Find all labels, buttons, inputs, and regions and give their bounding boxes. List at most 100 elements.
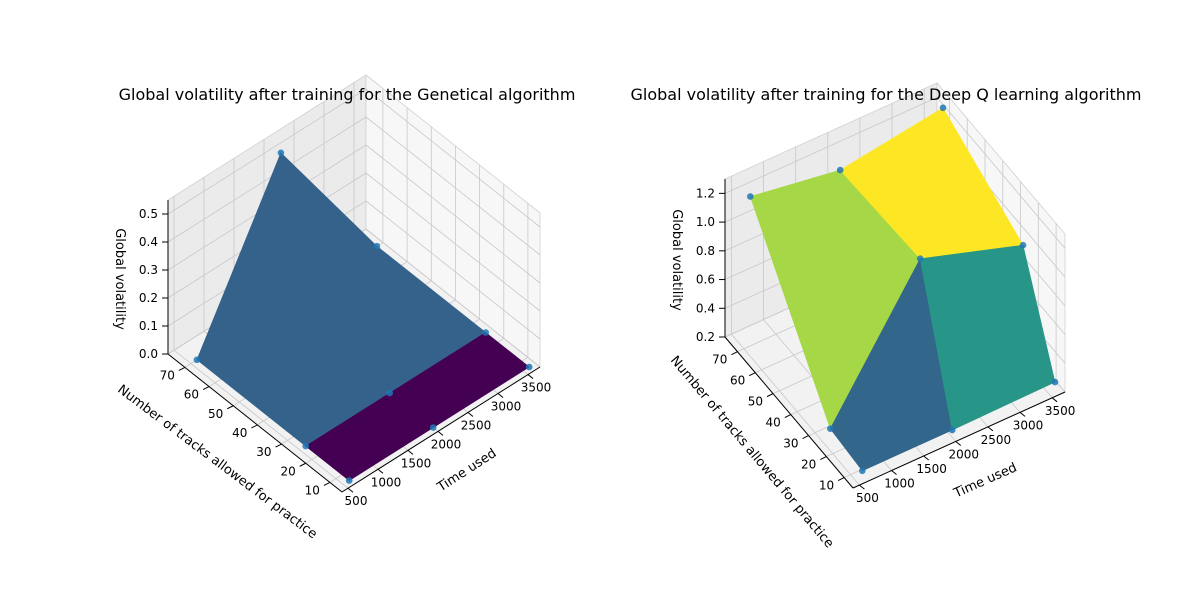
y-tick-label: 30	[783, 437, 798, 451]
x-tick-label: 2500	[981, 433, 1012, 447]
y-tick	[227, 405, 234, 410]
x-tick-label: 3500	[1045, 404, 1076, 418]
z-gridline	[167, 144, 541, 284]
z-tick-label: 0.4	[139, 235, 158, 249]
data-point	[939, 104, 947, 112]
x-tick-label: 3000	[1013, 418, 1044, 432]
data-point	[386, 389, 394, 397]
y-tick	[178, 366, 186, 371]
z-tick-label: 0.6	[696, 273, 715, 287]
chart-title: Global volatility after training for the…	[119, 85, 576, 104]
x-tick	[955, 441, 962, 446]
y-axis-line	[167, 353, 343, 493]
y-tick-label: 70	[712, 353, 727, 367]
y-tick-label: 20	[280, 464, 295, 478]
z-tick-label: 0.5	[139, 207, 158, 221]
x-tick-label: 1500	[401, 456, 432, 470]
y-tick-label: 20	[801, 458, 816, 472]
y-tick	[802, 435, 809, 440]
y-tick-label: 50	[208, 407, 223, 421]
data-point	[1019, 241, 1027, 249]
y-tick-label: 70	[160, 368, 175, 382]
x-tick-label: 2000	[949, 447, 980, 461]
x-tick	[987, 426, 994, 432]
data-point	[859, 467, 866, 475]
z-gridline	[724, 96, 1066, 249]
z-axis-label: Global volatility	[669, 209, 684, 311]
y-tick	[748, 372, 756, 377]
data-point	[302, 442, 310, 450]
x-tick	[859, 484, 865, 490]
x-tick	[497, 393, 504, 398]
x-tick	[1051, 397, 1058, 403]
x-tick-label: 1500	[916, 462, 947, 476]
x-tick	[377, 468, 384, 474]
y-tick	[202, 386, 210, 391]
data-point	[1051, 378, 1059, 386]
y-tick	[299, 462, 306, 467]
z-tick-label: 1.0	[696, 215, 715, 229]
z-tick-label: 0.3	[139, 263, 158, 277]
x-tick-label: 3000	[491, 400, 522, 414]
y-tick-label: 10	[819, 479, 834, 493]
z-axis-label: Global volatility	[112, 228, 127, 330]
data-point	[747, 193, 754, 200]
x-tick-label: 500	[345, 494, 368, 508]
z-tick-label: 0.2	[139, 291, 158, 305]
x-tick	[923, 455, 929, 461]
y-tick-label: 50	[748, 395, 763, 409]
x-tick-label: 500	[856, 491, 879, 505]
y-tick	[837, 477, 845, 481]
y-tick	[251, 424, 258, 429]
y-tick	[323, 481, 331, 486]
data-point	[948, 426, 956, 434]
data-point	[345, 477, 353, 484]
data-point	[916, 255, 924, 262]
y-tick	[275, 443, 282, 448]
z-tick-label: 0.1	[139, 319, 158, 333]
y-axis-line	[724, 336, 854, 489]
x-tick	[407, 449, 414, 455]
data-point	[277, 149, 285, 157]
chart-title: Global volatility after training for the…	[630, 85, 1141, 104]
y-tick-label: 60	[730, 374, 745, 388]
x-axis-label: Time used	[434, 446, 499, 496]
z-tick-label: 0.8	[696, 244, 715, 258]
data-point	[429, 424, 437, 431]
x-tick-label: 1000	[884, 477, 915, 491]
z-gridline	[167, 172, 541, 312]
y-tick-label: 40	[765, 416, 780, 430]
data-point	[373, 242, 381, 250]
y-tick-label: 40	[232, 426, 247, 440]
x-axis-line	[852, 391, 1066, 489]
data-point	[827, 425, 834, 433]
data-point	[482, 329, 490, 336]
x-tick-label: 1000	[371, 475, 402, 489]
x-tick-label: 2500	[461, 418, 492, 432]
z-tick-label: 0.0	[139, 347, 158, 361]
y-tick	[820, 456, 827, 460]
z-tick-label: 0.2	[696, 330, 715, 344]
x-tick	[437, 431, 444, 436]
data-point	[525, 363, 533, 371]
x-tick	[467, 412, 474, 417]
y-tick-label: 60	[184, 388, 199, 402]
x-tick	[527, 374, 534, 379]
y-tick	[731, 351, 738, 356]
x-tick	[891, 470, 897, 475]
y-tick	[784, 414, 792, 419]
z-tick-label: 1.2	[696, 186, 715, 200]
data-point	[193, 356, 201, 364]
x-tick	[347, 487, 354, 493]
x-tick	[1019, 411, 1026, 417]
z-gridline	[167, 88, 541, 228]
x-tick-label: 3500	[521, 381, 552, 395]
x-tick-label: 2000	[431, 437, 462, 451]
y-tick	[766, 393, 774, 398]
z-gridline	[167, 116, 541, 256]
x-axis-line	[341, 366, 541, 493]
x-axis-label: Time used	[951, 460, 1019, 501]
